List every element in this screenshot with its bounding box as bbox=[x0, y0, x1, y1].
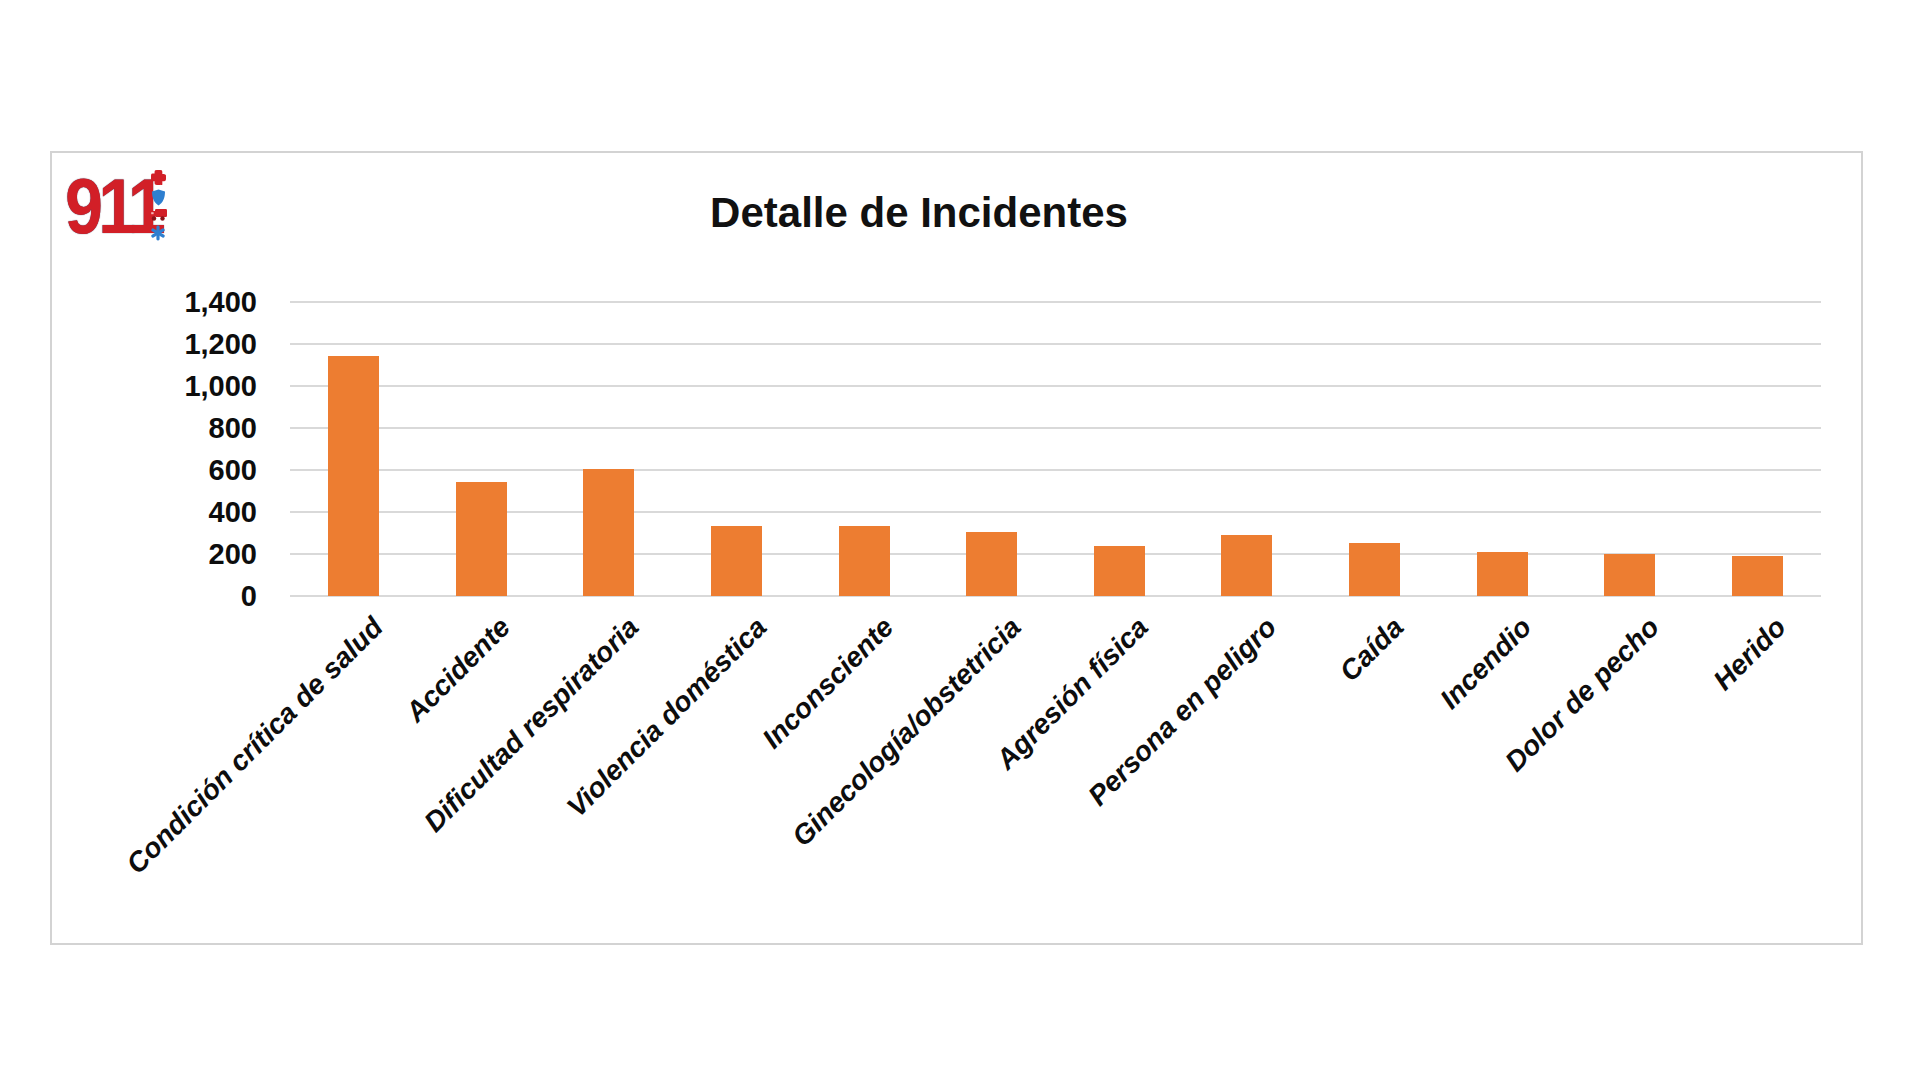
gridline bbox=[290, 553, 1821, 555]
x-axis-category-label: Incendio bbox=[1435, 612, 1538, 715]
gridline bbox=[290, 511, 1821, 513]
gridline bbox=[290, 469, 1821, 471]
chart-container: 911 bbox=[50, 151, 1863, 945]
x-axis-category-label: Violencia doméstica bbox=[561, 612, 772, 823]
y-axis-tick-label: 600 bbox=[97, 455, 257, 485]
chart-title: Detalle de Incidentes bbox=[52, 189, 1786, 237]
bar bbox=[456, 482, 507, 596]
x-axis-category-label: Condición crítica de salud bbox=[122, 612, 390, 880]
gridline bbox=[290, 595, 1821, 597]
x-axis-category-label: Dolor de pecho bbox=[1500, 612, 1665, 777]
bar bbox=[711, 526, 762, 596]
y-axis-tick-label: 0 bbox=[97, 581, 257, 611]
gridline bbox=[290, 385, 1821, 387]
gridline bbox=[290, 427, 1821, 429]
x-axis-category-label: Caída bbox=[1334, 612, 1409, 687]
bar bbox=[1604, 554, 1655, 596]
bar bbox=[1094, 546, 1145, 596]
bar bbox=[328, 356, 379, 596]
bar bbox=[1732, 556, 1783, 596]
y-axis-tick-label: 1,400 bbox=[97, 287, 257, 317]
y-axis-tick-label: 200 bbox=[97, 539, 257, 569]
y-axis-tick-label: 1,000 bbox=[97, 371, 257, 401]
y-axis-tick-label: 1,200 bbox=[97, 329, 257, 359]
y-axis-tick-label: 800 bbox=[97, 413, 257, 443]
y-axis: 02004006008001,0001,2001,400 bbox=[97, 302, 257, 596]
gridline bbox=[290, 343, 1821, 345]
x-axis-category-label: Inconsciente bbox=[757, 612, 899, 754]
bar bbox=[839, 526, 890, 596]
x-axis-category-label: Dificultad respiratoria bbox=[418, 612, 644, 838]
cross-icon bbox=[150, 169, 167, 186]
x-axis-category-label: Ginecología/obstetricia bbox=[787, 612, 1027, 852]
plot-area bbox=[290, 302, 1821, 596]
bar bbox=[1221, 535, 1272, 596]
bar bbox=[966, 532, 1017, 596]
x-axis-category-label: Accidente bbox=[400, 612, 516, 728]
y-axis-tick-label: 400 bbox=[97, 497, 257, 527]
gridline bbox=[290, 301, 1821, 303]
bar bbox=[1477, 552, 1528, 596]
x-axis-category-label: Persona en peligro bbox=[1083, 612, 1282, 811]
x-axis-category-label: Agresión física bbox=[991, 612, 1154, 775]
bar bbox=[1349, 543, 1400, 596]
x-axis-category-label: Herido bbox=[1708, 612, 1792, 696]
bar bbox=[583, 469, 634, 596]
